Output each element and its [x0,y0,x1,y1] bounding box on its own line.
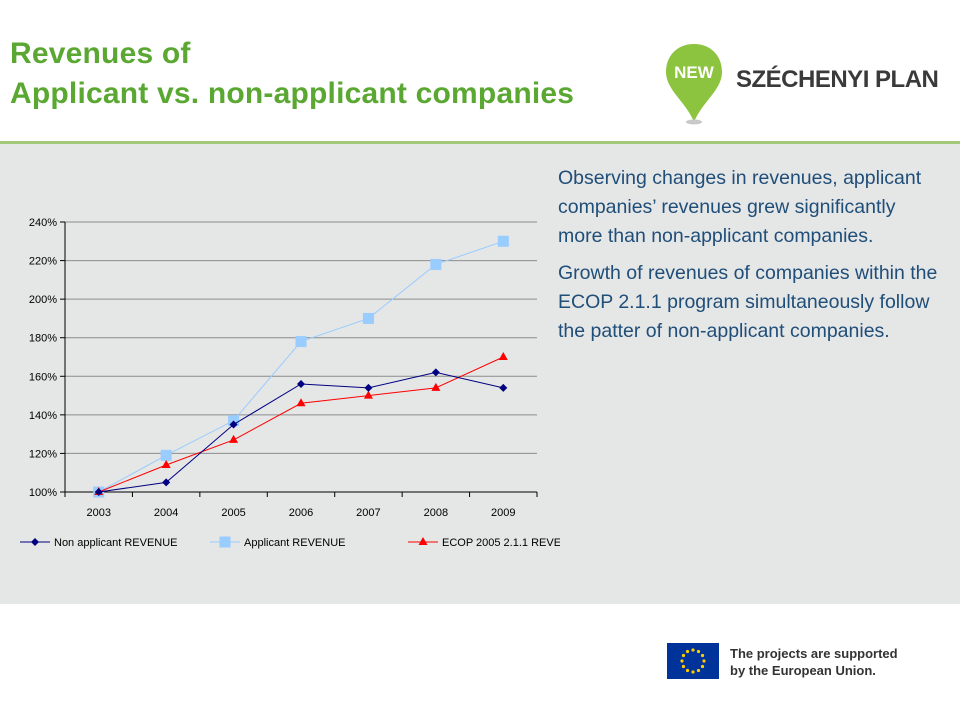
legend-marker [31,538,39,546]
eu-text-line-1: The projects are supported [730,646,898,661]
data-point [229,434,239,443]
data-point [431,368,440,377]
commentary-paragraph-1: Observing changes in revenues, applicant… [558,167,922,247]
data-point [297,380,305,388]
eu-star [696,649,701,654]
y-tick-label: 240% [29,217,57,229]
logo-wordmark: SZÉCHENYI PLAN [736,66,939,93]
x-tick-label: 2007 [356,507,380,519]
data-point [498,352,508,360]
eu-star [681,653,686,658]
x-tick-label: 2004 [154,507,178,519]
eu-star [700,653,705,658]
y-tick-label: 140% [29,410,57,422]
eu-star [685,668,690,673]
data-point [363,390,373,399]
data-point [431,382,441,391]
legend-marker [418,537,428,545]
x-tick-label: 2006 [289,507,313,519]
revenue-chart: 100% 120% 140% 160% 180% 200% 220% 240% 2003 2004… [10,200,560,560]
y-tick-label: 200% [29,294,57,306]
location-pin-icon: NEW [666,44,722,125]
data-point [94,488,103,496]
x-tick-label: 2009 [491,507,515,519]
title-line-1: Revenues of [10,37,191,70]
eu-star [681,664,686,669]
revenue-chart-svg: 100% 120% 140% 160% 180% 200% 220% 240% 2003 2004… [20,217,560,549]
data-point [362,312,374,324]
content-panel [0,144,960,604]
data-point [430,258,442,270]
data-point [160,449,172,461]
data-point [499,383,508,392]
eu-star [680,659,684,663]
eu-support-notice: The projects are supported by the Europe… [667,643,927,681]
x-tick-label: 2008 [424,507,448,519]
eu-text-line-2: by the European Union. [730,663,876,678]
y-tick-label: 100% [29,487,57,499]
eu-star [685,649,690,654]
logo-badge: NEW [674,63,715,82]
eu-star [691,648,695,652]
legend-marker [219,536,231,548]
y-tick-label: 160% [29,371,57,383]
eu-star [696,668,701,673]
y-tick-label: 120% [29,448,57,460]
eu-star [700,664,705,669]
legend-label: Applicant REVENUE [244,537,346,549]
eu-star [691,670,695,674]
data-point [497,235,509,247]
series-line [98,371,504,493]
data-point [161,460,171,468]
y-tick-label: 220% [29,256,57,268]
data-point [295,336,307,348]
data-point [364,383,373,392]
eu-star [702,659,706,663]
legend-label: ECOP 2005 2.1.1 REVENUE [442,537,560,549]
title-line-2: Applicant vs. non-applicant companies [10,77,575,110]
szechenyi-plan-logo: NEW SZÉCHENYI PLAN [664,44,939,128]
series-line [98,356,504,493]
y-tick-label: 180% [29,333,57,345]
series-line [98,240,504,493]
header-divider [0,141,960,144]
data-point [296,398,306,407]
page-title: Revenues of Applicant vs. non-applicant … [10,34,660,114]
data-point [229,420,238,429]
commentary-paragraph-2: Growth of revenues of companies within t… [558,262,938,342]
x-tick-label: 2003 [86,507,110,519]
x-tick-label: 2005 [221,507,245,519]
commentary: Observing changes in revenues, applicant… [558,164,938,354]
legend-label: Non applicant REVENUE [54,537,178,549]
data-point [162,478,171,487]
eu-flag-icon [667,643,719,679]
